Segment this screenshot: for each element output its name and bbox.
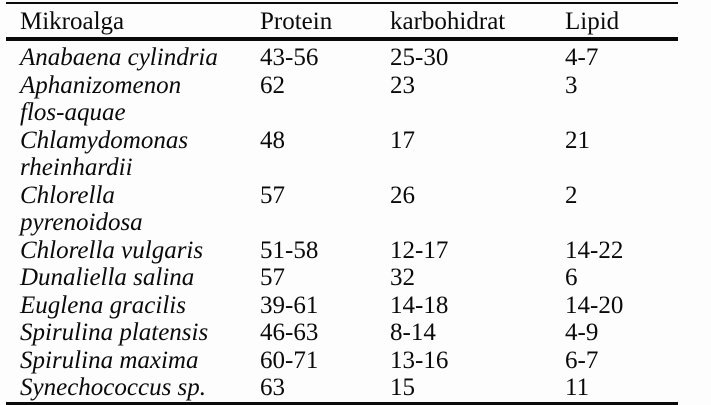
table-row: Spirulina platensis 46-63 8-14 4-9 — [6, 319, 678, 347]
karbohidrat-value-cell: 12-17 — [390, 236, 449, 264]
protein-value-cell: 57 — [260, 181, 285, 209]
karbohidrat-value-cell: 32 — [390, 264, 415, 291]
table-row: Spirulina maxima 60-71 13-16 6-7 — [6, 347, 678, 375]
species-name-line: flos-aquae — [20, 99, 126, 126]
species-name-cell: Aphanizomenon flos-aquae — [6, 72, 260, 127]
table-row: Euglena gracilis 39-61 14-18 14-20 — [6, 292, 678, 320]
microalgae-composition-table: Mikroalga Protein karbohidrat Lipid Anab… — [6, 2, 678, 405]
lipid-value-cell: 6-7 — [565, 346, 599, 374]
protein-value-cell: 43-56 — [260, 44, 319, 71]
karbohidrat-value-cell: 23 — [390, 71, 415, 99]
lipid-value-cell: 4-9 — [565, 319, 599, 346]
table-row: Anabaena cylindria 43-56 25-30 4-7 — [6, 39, 678, 72]
column-header-mikroalga: Mikroalga — [6, 2, 260, 41]
protein-value-cell: 57 — [260, 264, 285, 291]
table-header: Mikroalga Protein karbohidrat Lipid — [6, 2, 678, 41]
species-name-line: Chlamydomonas — [20, 126, 189, 154]
lipid-value-cell: 6 — [565, 264, 578, 291]
protein-value-cell: 39-61 — [260, 291, 319, 319]
protein-value-cell: 51-58 — [260, 236, 319, 264]
table-row: Dunaliella salina 57 32 6 — [6, 264, 678, 292]
lipid-value-cell: 11 — [565, 374, 590, 401]
protein-value-cell: 48 — [260, 126, 285, 154]
species-name-cell: Anabaena cylindria — [6, 39, 260, 72]
header-row: Mikroalga Protein karbohidrat Lipid — [6, 2, 678, 41]
karbohidrat-value-cell: 17 — [390, 126, 415, 154]
lipid-value-cell: 21 — [565, 126, 590, 154]
species-name-line: Spirulina maxima — [20, 346, 199, 374]
species-name-line: Aphanizomenon — [20, 71, 182, 99]
protein-value-cell: 62 — [260, 71, 285, 99]
table-body: Anabaena cylindria 43-56 25-30 4-7 Aphan… — [6, 39, 678, 403]
protein-value-cell: 46-63 — [260, 319, 319, 346]
species-name-cell: Chlorella vulgaris — [6, 237, 260, 265]
species-name-line: rheinhardii — [20, 154, 133, 181]
lipid-value-cell: 4-7 — [565, 44, 599, 71]
protein-value-cell: 63 — [260, 374, 285, 401]
species-name-line: Chlorella — [20, 181, 115, 209]
table-row: Chlamydomonas rheinhardii 48 17 21 — [6, 127, 678, 182]
karbohidrat-value-cell: 8-14 — [390, 319, 436, 346]
lipid-value-cell: 14-22 — [565, 236, 624, 264]
species-name-cell: Spirulina platensis — [6, 319, 260, 347]
lipid-value-cell: 3 — [565, 71, 578, 99]
table-row: Chlorella vulgaris 51-58 12-17 14-22 — [6, 237, 678, 265]
karbohidrat-value-cell: 14-18 — [390, 291, 449, 319]
column-header-lipid: Lipid — [565, 2, 678, 41]
species-name-cell: Chlorella pyrenoidosa — [6, 182, 260, 237]
species-name-cell: Spirulina maxima — [6, 347, 260, 375]
lipid-value-cell: 2 — [565, 181, 578, 209]
karbohidrat-value-cell: 26 — [390, 181, 415, 209]
species-name-line: Anabaena cylindria — [20, 44, 218, 71]
table-row: Aphanizomenon flos-aquae 62 23 3 — [6, 72, 678, 127]
species-name-line: Chlorella vulgaris — [20, 236, 204, 264]
table-row: Synechococcus sp. 63 15 11 — [6, 374, 678, 403]
species-name-cell: Dunaliella salina — [6, 264, 260, 292]
karbohidrat-value-cell: 25-30 — [390, 44, 449, 71]
species-name-line: pyrenoidosa — [20, 209, 143, 236]
species-name-line: Synechococcus sp. — [20, 374, 207, 401]
karbohidrat-value-cell: 15 — [390, 374, 415, 401]
species-name-cell: Euglena gracilis — [6, 292, 260, 320]
karbohidrat-value-cell: 13-16 — [390, 346, 449, 374]
column-header-karbohidrat: karbohidrat — [390, 2, 565, 41]
table-row: Chlorella pyrenoidosa 57 26 2 — [6, 182, 678, 237]
lipid-value-cell: 14-20 — [565, 291, 624, 319]
species-name-cell: Synechococcus sp. — [6, 374, 260, 403]
species-name-line: Spirulina platensis — [20, 319, 209, 346]
protein-value-cell: 60-71 — [260, 346, 319, 374]
species-name-line: Dunaliella salina — [20, 264, 195, 291]
species-name-cell: Chlamydomonas rheinhardii — [6, 127, 260, 182]
column-header-protein: Protein — [260, 2, 390, 41]
species-name-line: Euglena gracilis — [20, 291, 186, 319]
